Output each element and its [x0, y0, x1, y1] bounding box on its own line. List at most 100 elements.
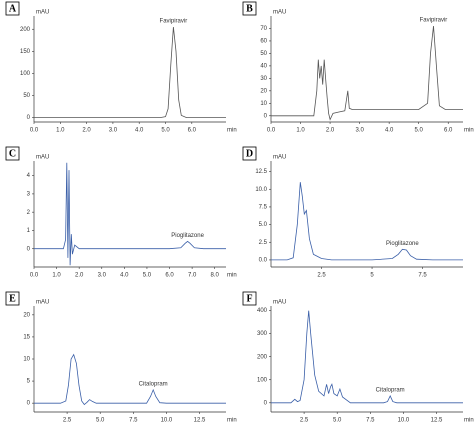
peak-label: Favipiravir	[160, 19, 188, 25]
trace	[271, 310, 463, 404]
panel-label-box	[5, 146, 20, 161]
x-tick-label: 4.0	[385, 128, 394, 134]
y-tick-label: 2.5	[259, 240, 268, 246]
x-tick-label: 3.0	[355, 128, 364, 134]
x-tick-label: 2.5	[317, 273, 326, 279]
y-tick-label: 3	[27, 191, 31, 197]
y-tick-label: 4	[27, 173, 31, 179]
trace	[34, 162, 226, 266]
y-tick-label: 20	[260, 88, 267, 94]
y-axis-label: mAU	[36, 10, 49, 16]
x-tick-label: 1.0	[296, 128, 305, 134]
peak-label: Pioglitazone	[171, 233, 204, 239]
y-tick-label: 5.0	[259, 222, 268, 228]
x-tick-label: 2.0	[82, 128, 91, 134]
x-tick-label: 5.0	[415, 128, 424, 134]
y-tick-label: 10	[260, 101, 267, 107]
panel-label-box	[242, 1, 257, 16]
y-tick-label: 0	[27, 246, 31, 252]
x-tick-label: 0.0	[30, 273, 39, 279]
x-tick-label: 5.0	[333, 418, 342, 424]
x-tick-label: 6.0	[165, 273, 174, 279]
y-tick-label: 50	[260, 51, 267, 57]
y-tick-label: 40	[260, 63, 267, 69]
x-axis-label: min	[464, 418, 474, 424]
x-tick-label: 12.5	[431, 418, 443, 424]
x-axis-label: min	[227, 418, 237, 424]
x-tick-label: 12.5	[194, 418, 206, 424]
x-tick-label: 7.5	[418, 273, 427, 279]
x-tick-label: 0.0	[267, 128, 276, 134]
y-tick-label: 200	[20, 27, 31, 33]
y-tick-label: 0	[27, 115, 31, 121]
peak-label: Citalopram	[376, 387, 405, 393]
y-tick-label: 100	[20, 71, 31, 77]
panel-label-box	[5, 1, 20, 16]
y-tick-label: 60	[260, 39, 267, 45]
y-tick-label: 70	[260, 26, 267, 32]
trace	[34, 353, 226, 406]
trace	[271, 25, 463, 121]
y-tick-label: 50	[23, 93, 30, 99]
x-tick-label: 2.5	[300, 418, 309, 424]
x-tick-label: 4.0	[120, 273, 129, 279]
panel-label: B	[246, 3, 253, 14]
y-tick-label: 2	[27, 210, 31, 216]
x-tick-label: 5.0	[143, 273, 152, 279]
x-tick-label: 1.0	[52, 273, 61, 279]
y-tick-label: 0	[264, 400, 268, 406]
peak-label: Pioglitazone	[386, 241, 419, 247]
peak-label: Citalopram	[139, 381, 168, 387]
x-tick-label: 6.0	[444, 128, 453, 134]
y-tick-label: 1	[27, 228, 31, 234]
x-tick-label: 5	[370, 273, 374, 279]
x-tick-label: 8.0	[211, 273, 220, 279]
x-tick-label: 2.5	[63, 418, 72, 424]
x-tick-label: 7.5	[129, 418, 138, 424]
y-tick-label: 300	[257, 331, 268, 337]
y-axis-label: mAU	[36, 155, 49, 161]
x-tick-label: 7.0	[188, 273, 197, 279]
y-tick-label: 0	[264, 113, 268, 119]
x-axis-label: min	[227, 273, 237, 279]
x-tick-label: 2.0	[75, 273, 84, 279]
x-tick-label: 3.0	[109, 128, 118, 134]
y-tick-label: 400	[257, 308, 268, 314]
x-tick-label: 7.5	[366, 418, 375, 424]
peak-label: Favipiravir	[420, 18, 448, 24]
y-axis-label: mAU	[273, 155, 286, 161]
x-tick-label: 4.0	[135, 128, 144, 134]
x-axis-label: min	[227, 128, 237, 134]
x-tick-label: 10.0	[398, 418, 410, 424]
x-tick-label: 0.0	[30, 128, 39, 134]
y-axis-label: mAU	[273, 300, 286, 306]
y-tick-label: 5	[27, 379, 31, 385]
trace	[271, 182, 463, 261]
panel-label: F	[246, 293, 252, 304]
y-tick-label: 20	[23, 312, 30, 318]
panel-label: C	[9, 148, 16, 159]
y-tick-label: 30	[260, 76, 267, 82]
y-tick-label: 0	[27, 401, 31, 407]
x-tick-label: 2.0	[326, 128, 335, 134]
x-tick-label: 1.0	[56, 128, 65, 134]
y-axis-label: mAU	[273, 10, 286, 16]
y-tick-label: 10	[23, 357, 30, 363]
x-tick-label: 5.0	[161, 128, 170, 134]
y-tick-label: 200	[257, 354, 268, 360]
trace	[34, 26, 226, 118]
panel-label: A	[9, 3, 17, 14]
panel-label: E	[9, 293, 16, 304]
x-tick-label: 10.0	[161, 418, 173, 424]
panel-label: D	[246, 148, 253, 159]
panel-label-box	[242, 146, 257, 161]
x-tick-label: 3.0	[98, 273, 107, 279]
y-axis-label: mAU	[36, 300, 49, 306]
y-tick-label: 7.5	[259, 205, 268, 211]
y-tick-label: 100	[257, 377, 268, 383]
